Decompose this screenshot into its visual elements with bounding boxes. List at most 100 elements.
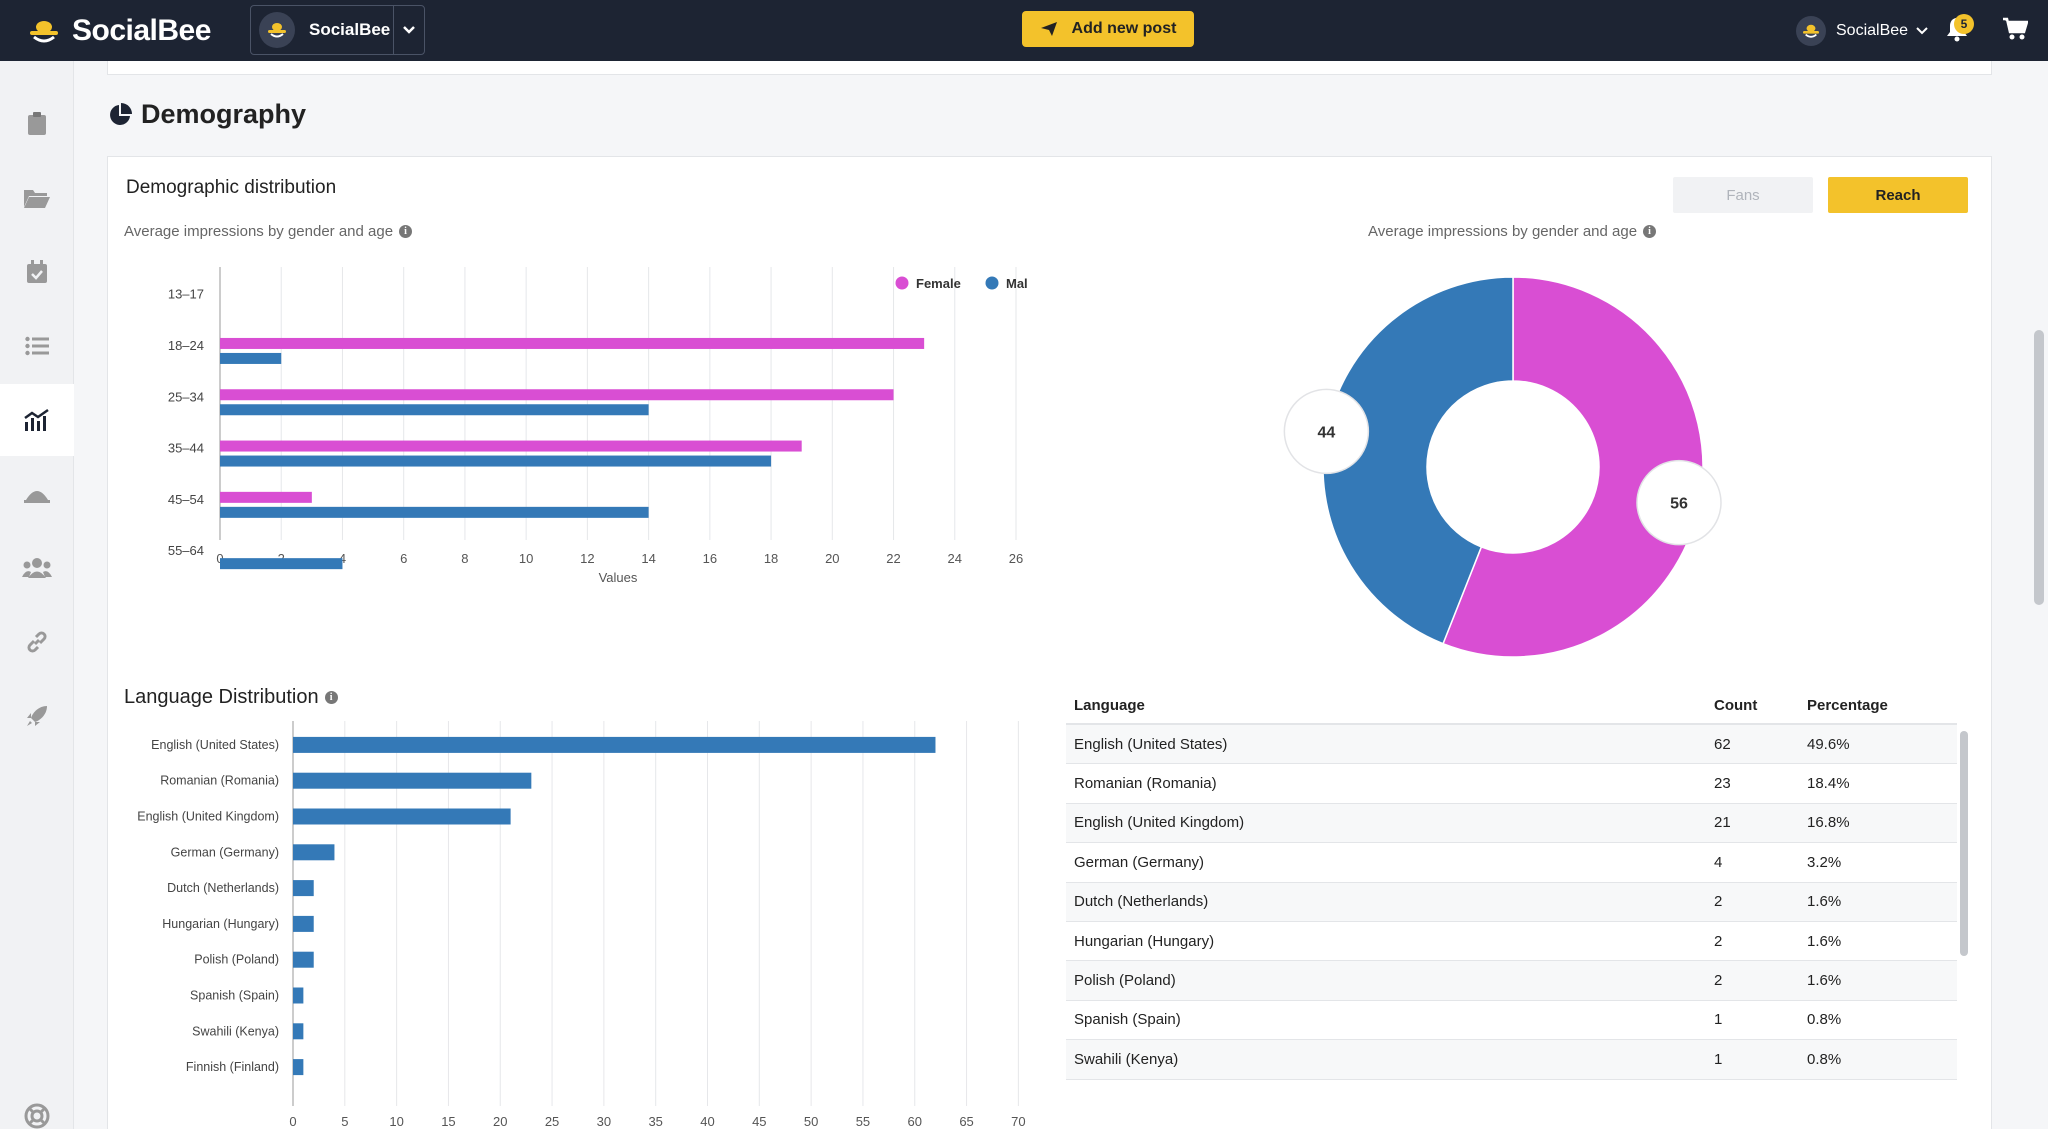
column-header-count[interactable]: Count [1714, 696, 1758, 714]
column-header-language[interactable]: Language [1074, 696, 1145, 714]
bar [293, 844, 335, 861]
y-tick-label: 18–24 [168, 338, 204, 353]
sidebar-item-services[interactable] [0, 458, 74, 530]
cell-language: English (United States) [1074, 735, 1228, 753]
x-tick-label: 10 [519, 551, 533, 566]
bar-female [220, 440, 802, 452]
y-tick-label: English (United Kingdom) [137, 810, 279, 824]
x-tick-label: 26 [1009, 551, 1023, 566]
table-row: Dutch (Netherlands) 2 1.6% [1066, 882, 1957, 922]
age-gender-bar-chart: 02468101214161820222426Values13–1718–242… [168, 267, 1028, 585]
bar [293, 880, 314, 897]
x-tick-label: 8 [461, 551, 468, 566]
table-scrollbar[interactable] [1960, 731, 1968, 956]
account-selector[interactable]: SocialBee [250, 5, 425, 55]
column-header-percentage[interactable]: Percentage [1807, 696, 1888, 714]
y-tick-label: Polish (Poland) [194, 953, 279, 967]
x-tick-label: 5 [341, 1114, 348, 1129]
bar [293, 1023, 304, 1040]
folder-open-icon [24, 190, 50, 208]
table-row: German (Germany) 4 3.2% [1066, 843, 1957, 883]
table-row: Spanish (Spain) 1 0.8% [1066, 1001, 1957, 1041]
table-body: English (United States) 62 49.6% Romanian … [1066, 725, 1957, 1080]
sidebar-item-links[interactable] [0, 606, 74, 678]
cell-language: Polish (Poland) [1074, 972, 1176, 990]
cell-percentage: 0.8% [1807, 1050, 1842, 1068]
bar-male [220, 455, 772, 467]
y-tick-label: 55–64 [168, 543, 204, 558]
table-row: Romanian (Romania) 23 18.4% [1066, 764, 1957, 804]
cell-language: Swahili (Kenya) [1074, 1050, 1179, 1068]
y-tick-label: German (Germany) [171, 845, 279, 859]
cell-percentage: 3.2% [1807, 853, 1842, 871]
info-icon[interactable]: i [324, 691, 338, 704]
donut-label-bubble [1636, 459, 1722, 546]
link-icon [27, 631, 47, 653]
y-tick-label: Romanian (Romania) [160, 774, 279, 788]
y-tick-label: Hungarian (Hungary) [162, 917, 279, 931]
cell-percentage: 49.6% [1807, 735, 1850, 753]
account-name: SocialBee [309, 20, 391, 39]
table-row: English (United States) 62 49.6% [1066, 725, 1957, 765]
table-row: Hungarian (Hungary) 2 1.6% [1066, 922, 1957, 962]
bar-male [220, 558, 343, 570]
x-tick-label: 14 [641, 551, 655, 566]
add-new-post-button[interactable]: Add new post [1022, 11, 1194, 47]
bar [293, 951, 314, 968]
account-avatar [259, 12, 295, 48]
cell-language: English (United Kingdom) [1074, 814, 1245, 832]
sidebar-item-help[interactable] [0, 1101, 74, 1129]
calendar-icon [27, 260, 47, 283]
sidebar-item-boost[interactable] [0, 680, 74, 752]
info-icon[interactable]: i [1643, 225, 1657, 238]
brand-name: SocialBee [72, 14, 211, 47]
toggle-reach-button[interactable]: Reach [1828, 177, 1968, 213]
cell-count: 1 [1714, 1050, 1723, 1068]
y-tick-label: Dutch (Netherlands) [167, 881, 279, 895]
bar-female [220, 389, 894, 401]
bar-chart-subtitle: Average impressions by gender and age i [124, 223, 413, 240]
bee-avatar-icon [268, 23, 286, 38]
sidebar-item-queue[interactable] [0, 310, 74, 382]
bee-logo-icon [30, 21, 58, 43]
cell-percentage: 18.4% [1807, 775, 1850, 793]
cell-count: 62 [1714, 735, 1731, 753]
user-name: SocialBee [1836, 22, 1909, 39]
cart-icon[interactable] [2002, 16, 2028, 42]
chevron-down-icon [403, 26, 415, 34]
x-tick-label: 0 [289, 1114, 296, 1129]
x-tick-label: 25 [545, 1114, 559, 1129]
cell-language: Hungarian (Hungary) [1074, 932, 1215, 950]
account-dropdown-button[interactable] [394, 25, 424, 35]
sidebar-item-content[interactable] [0, 88, 74, 160]
cell-count: 4 [1714, 853, 1723, 871]
cell-count: 21 [1714, 814, 1731, 832]
section-title-text: Demography [141, 99, 307, 129]
x-axis-label: Values [599, 570, 638, 585]
cell-count: 2 [1714, 972, 1723, 990]
sidebar-item-analytics[interactable] [0, 384, 74, 456]
cell-count: 2 [1714, 932, 1723, 950]
info-icon[interactable]: i [399, 225, 413, 238]
brand-logo[interactable]: SocialBee [26, 14, 211, 48]
page-scrollbar[interactable] [2034, 330, 2044, 605]
sidebar-item-team[interactable] [0, 532, 74, 604]
y-tick-label: 25–34 [168, 389, 204, 404]
cell-language: Romanian (Romania) [1074, 775, 1217, 793]
y-tick-label: 13–17 [168, 287, 204, 302]
donut-data-label: 56 [1670, 496, 1688, 513]
user-menu[interactable]: SocialBee [1796, 14, 1928, 48]
previous-card-edge [107, 61, 1992, 75]
y-tick-label: English (United States) [151, 738, 279, 752]
table-row: English (United Kingdom) 21 16.8% [1066, 803, 1957, 844]
bar-male [220, 352, 282, 364]
table-header: Language Count Percentage [1066, 687, 1957, 725]
chevron-down-icon [1916, 27, 1928, 35]
analytics-chart-icon [24, 408, 49, 431]
toggle-fans-button[interactable]: Fans [1673, 177, 1813, 213]
sidebar-item-categories[interactable] [0, 162, 74, 234]
x-tick-label: 24 [948, 551, 962, 566]
bar-female [220, 491, 312, 503]
y-tick-label: Swahili (Kenya) [192, 1024, 279, 1038]
sidebar-item-schedule[interactable] [0, 236, 74, 308]
